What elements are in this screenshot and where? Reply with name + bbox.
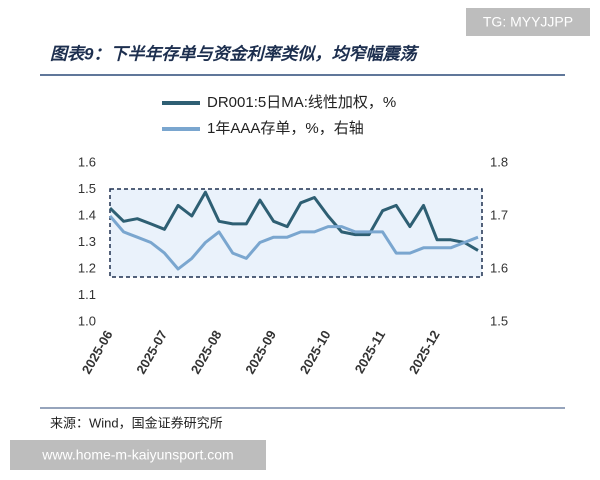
series-line: [108, 215, 479, 271]
y-tick-label: 1.6: [78, 154, 96, 169]
legend-label: DR001:5日MA:线性加权，%: [207, 94, 396, 111]
legend-label: 1年AAA存单，%，右轴: [207, 120, 364, 137]
y2-tick-label: 1.7: [490, 207, 508, 222]
watermark: TG: MYYJJPP: [483, 14, 573, 30]
y2-tick-label: 1.8: [490, 154, 508, 169]
footer: www.home-m-kaiyunsport.com: [41, 447, 233, 463]
watermark-box: [466, 8, 590, 36]
y-tick-label: 1.3: [78, 234, 96, 249]
x-tick-label: 2025-11: [352, 328, 388, 376]
y-tick-label: 1.1: [78, 287, 96, 302]
y-tick-label: 1.0: [78, 313, 96, 328]
y2-tick-label: 1.6: [490, 260, 508, 275]
x-tick-label: 2025-08: [188, 328, 225, 377]
y-tick-label: 1.2: [78, 260, 96, 275]
chart-title: 图表9：下半年存单与资金利率类似，均窄幅震荡: [50, 44, 419, 63]
y-tick-label: 1.4: [78, 207, 96, 222]
x-tick-label: 2025-06: [79, 328, 116, 377]
series-line: [108, 190, 479, 252]
x-tick-label: 2025-12: [406, 328, 443, 377]
y-tick-label: 1.5: [78, 181, 96, 196]
x-tick-label: 2025-10: [297, 328, 334, 377]
footer-box: [10, 440, 266, 470]
source: 来源：Wind，国金证券研究所: [50, 415, 223, 430]
y2-tick-label: 1.5: [490, 313, 508, 328]
x-tick-label: 2025-07: [133, 328, 170, 377]
x-tick-label: 2025-09: [242, 328, 279, 377]
